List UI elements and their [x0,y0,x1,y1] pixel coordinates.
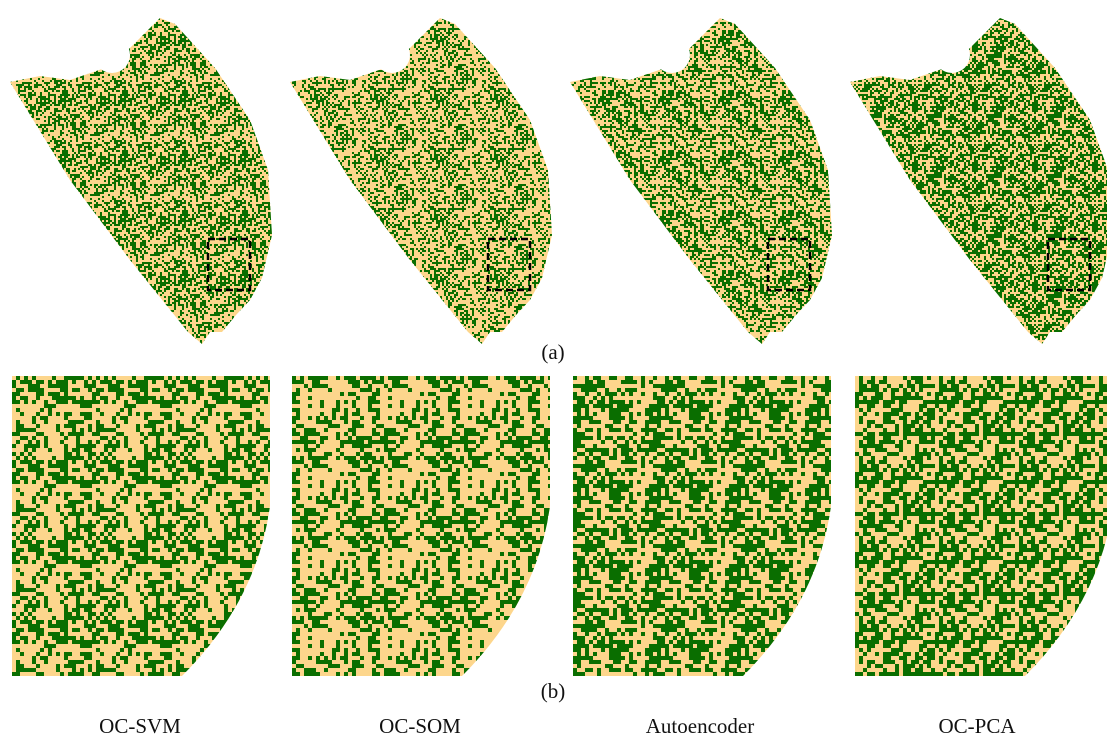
method-caption: OC-SVM [99,714,181,738]
figure: (a) (b) OC-SVM OC-SOM Autoencoder OC-PCA [0,0,1107,749]
vegetation [570,18,832,344]
zoom-map [292,376,550,676]
map-hole [934,37,970,73]
panel-label: (a) [541,340,564,364]
page: {"panels": [{"label": "(a)"}, {"label": … [0,0,1107,749]
vegetation [290,18,552,344]
vegetation [573,376,831,676]
map-hole [94,37,130,73]
vegetation [10,18,272,344]
overview-map [10,18,272,344]
zoom-map [12,376,270,676]
overview-map [290,18,552,344]
map-hole [374,37,410,73]
zoom-map [855,376,1107,676]
overview-map [850,18,1107,344]
vegetation [292,376,550,676]
method-caption: OC-SOM [379,714,461,738]
zoom-map [573,376,831,676]
overview-map [570,18,832,344]
panel-label: (b) [541,679,566,703]
method-caption: OC-PCA [938,714,1016,738]
vegetation [855,376,1107,676]
vegetation [12,376,270,676]
method-caption: Autoencoder [646,714,754,738]
map-hole [654,37,690,73]
vegetation [850,18,1107,344]
